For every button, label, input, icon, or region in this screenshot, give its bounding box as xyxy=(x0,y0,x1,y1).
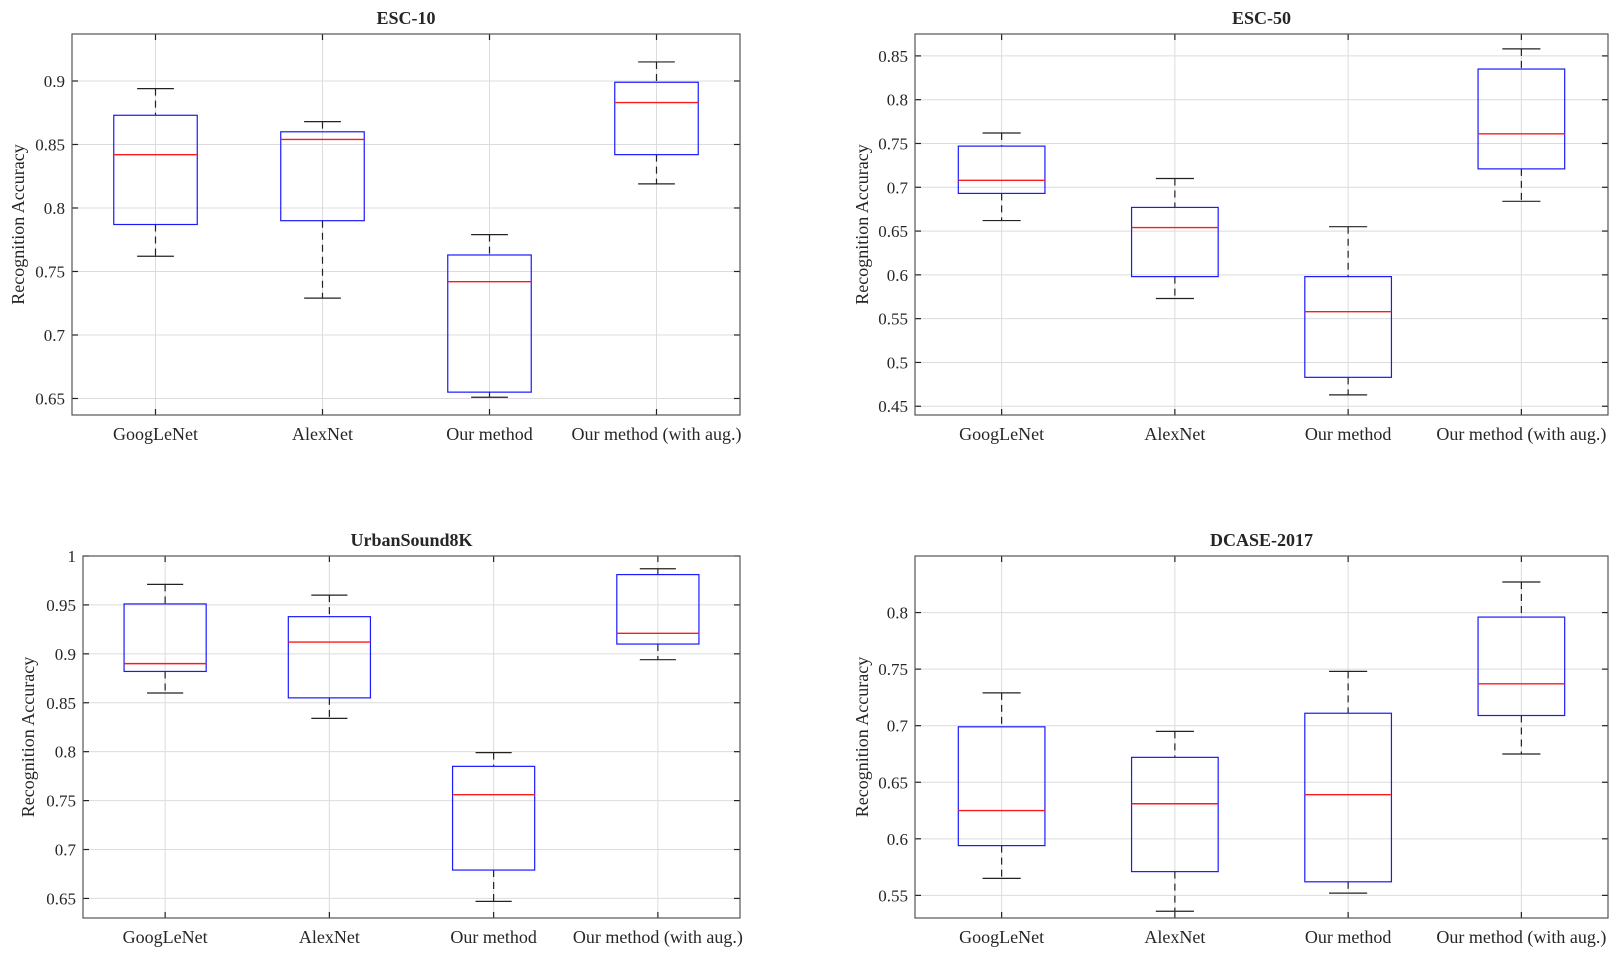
x-tick-label: GoogLeNet xyxy=(959,424,1044,444)
x-tick-label: Our method (with aug.) xyxy=(1436,424,1606,445)
y-tick-label: 0.5 xyxy=(887,353,908,372)
box-googlenet xyxy=(113,88,198,257)
y-tick-label: 0.85 xyxy=(35,135,65,154)
y-tick-label: 0.8 xyxy=(44,199,65,218)
y-tick-label: 0.9 xyxy=(44,72,65,91)
y-tick-label: 0.85 xyxy=(878,47,908,66)
y-tick-label: 0.65 xyxy=(878,222,908,241)
y-tick-label: 0.65 xyxy=(46,889,76,908)
x-tick-label: Our method xyxy=(1305,424,1391,444)
x-tick-label: Our method (with aug.) xyxy=(572,424,742,445)
plot-frame xyxy=(82,555,741,919)
y-tick-label: 0.75 xyxy=(878,134,908,153)
box-our-method-with-aug xyxy=(614,61,699,185)
y-tick-label: 0.8 xyxy=(887,91,908,110)
y-tick-label: 0.6 xyxy=(887,266,908,285)
iqr-box xyxy=(1130,756,1219,873)
iqr-box xyxy=(447,254,532,393)
y-tick-label: 0.85 xyxy=(46,694,76,713)
chart-title: ESC-50 xyxy=(1232,8,1291,28)
chart-title: DCASE-2017 xyxy=(1210,530,1313,550)
iqr-box xyxy=(957,726,1046,847)
iqr-box xyxy=(287,616,372,699)
box-our-method-with-aug xyxy=(616,568,700,661)
y-tick-label: 0.9 xyxy=(55,645,76,664)
chart-panel-dcase-2017: 0.55 0.6 0.65 0.7 0.75 0.8 GoogLeNet AlexNet Our… xyxy=(852,530,1609,948)
box-alexnet xyxy=(1130,730,1219,912)
x-tick-label: GoogLeNet xyxy=(113,424,198,444)
plot-frame xyxy=(71,33,741,416)
box-our-method xyxy=(451,752,536,902)
box-our-method xyxy=(447,234,532,398)
box-alexnet xyxy=(1130,177,1219,300)
y-tick-label: 0.55 xyxy=(878,886,908,905)
plot-frame xyxy=(914,33,1609,416)
y-tick-label: 0.45 xyxy=(878,397,908,416)
plot-frame xyxy=(914,555,1609,919)
box-our-method-with-aug xyxy=(1477,48,1566,202)
y-tick-label: 0.7 xyxy=(44,326,66,345)
box-googlenet xyxy=(957,692,1046,880)
y-axis-label: Recognition Accuracy xyxy=(852,657,872,817)
iqr-box xyxy=(113,114,198,226)
x-tick-label: Our method xyxy=(1305,927,1391,947)
iqr-box xyxy=(957,145,1046,195)
box-alexnet xyxy=(280,121,365,299)
chart-panel-esc-10: 0.65 0.7 0.75 0.8 0.85 0.9 GoogLeNet AlexNet Our… xyxy=(8,8,741,445)
y-tick-label: 0.8 xyxy=(55,743,76,762)
iqr-box xyxy=(1477,616,1566,717)
y-axis-label: Recognition Accuracy xyxy=(18,657,38,817)
iqr-box xyxy=(1304,276,1393,378)
iqr-box xyxy=(614,81,699,156)
iqr-box xyxy=(280,131,365,222)
y-tick-label: 0.65 xyxy=(35,389,65,408)
y-axis-label: Recognition Accuracy xyxy=(8,144,28,304)
box-googlenet xyxy=(957,132,1046,222)
chart-title: UrbanSound8K xyxy=(350,530,472,550)
iqr-box xyxy=(1477,68,1566,170)
x-tick-label: AlexNet xyxy=(299,927,360,947)
y-tick-label: 0.7 xyxy=(887,717,909,736)
box-our-method-with-aug xyxy=(1477,581,1566,755)
chart-panel-urbansound8k: 0.65 0.7 0.75 0.8 0.85 0.9 0.95 1 GoogLeNet AlexN… xyxy=(18,530,743,948)
y-tick-label: 0.7 xyxy=(55,841,77,860)
y-tick-label: 1 xyxy=(68,547,77,566)
box-our-method xyxy=(1304,670,1393,894)
x-tick-label: Our method xyxy=(446,424,532,444)
y-tick-label: 0.7 xyxy=(887,178,909,197)
iqr-box xyxy=(1304,712,1393,883)
y-axis-label: Recognition Accuracy xyxy=(852,144,872,304)
iqr-box xyxy=(123,603,207,673)
y-tick-label: 0.75 xyxy=(878,660,908,679)
box-our-method xyxy=(1304,226,1393,396)
box-googlenet xyxy=(123,583,207,694)
y-tick-label: 0.6 xyxy=(887,830,908,849)
y-tick-label: 0.95 xyxy=(46,596,76,615)
x-tick-label: AlexNet xyxy=(292,424,353,444)
x-tick-label: GoogLeNet xyxy=(959,927,1044,947)
x-tick-label: AlexNet xyxy=(1144,927,1205,947)
y-tick-label: 0.8 xyxy=(887,604,908,623)
iqr-box xyxy=(451,765,536,871)
x-tick-label: Our method (with aug.) xyxy=(1436,927,1606,948)
y-tick-label: 0.75 xyxy=(46,792,76,811)
y-tick-label: 0.55 xyxy=(878,310,908,329)
x-tick-label: Our method (with aug.) xyxy=(573,927,743,948)
chart-panel-esc-50: 0.45 0.5 0.55 0.6 0.65 0.7 0.75 0.8 0.85 GoogLeNe… xyxy=(852,8,1609,445)
iqr-box xyxy=(616,573,700,645)
x-tick-label: GoogLeNet xyxy=(123,927,208,947)
x-tick-label: Our method xyxy=(450,927,536,947)
box-alexnet xyxy=(287,594,372,720)
chart-title: ESC-10 xyxy=(376,8,435,28)
y-tick-label: 0.75 xyxy=(35,262,65,281)
y-tick-label: 0.65 xyxy=(878,773,908,792)
iqr-box xyxy=(1130,206,1219,278)
x-tick-label: AlexNet xyxy=(1144,424,1205,444)
